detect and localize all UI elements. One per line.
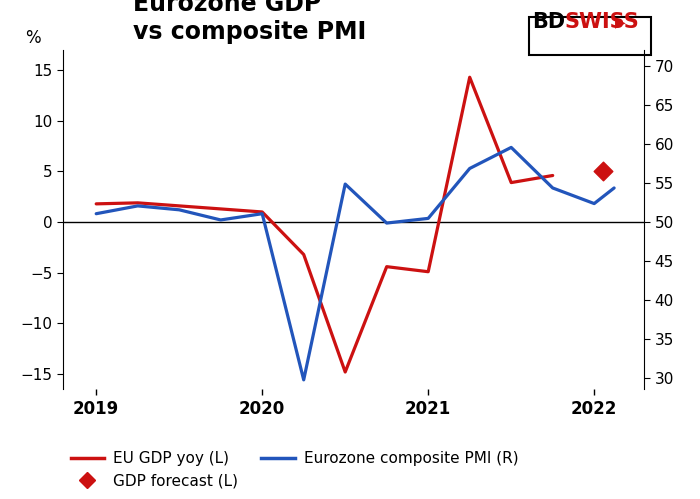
- Legend: EU GDP yoy (L), GDP forecast (L), Eurozone composite PMI (R): EU GDP yoy (L), GDP forecast (L), Eurozo…: [71, 451, 519, 489]
- Point: [597, 168, 608, 176]
- Text: Eurozone GDP
vs composite PMI: Eurozone GDP vs composite PMI: [133, 0, 366, 44]
- Text: ▶: ▶: [615, 15, 626, 29]
- Text: SWISS: SWISS: [565, 12, 640, 32]
- Text: %: %: [25, 28, 41, 46]
- Text: BD: BD: [532, 12, 565, 32]
